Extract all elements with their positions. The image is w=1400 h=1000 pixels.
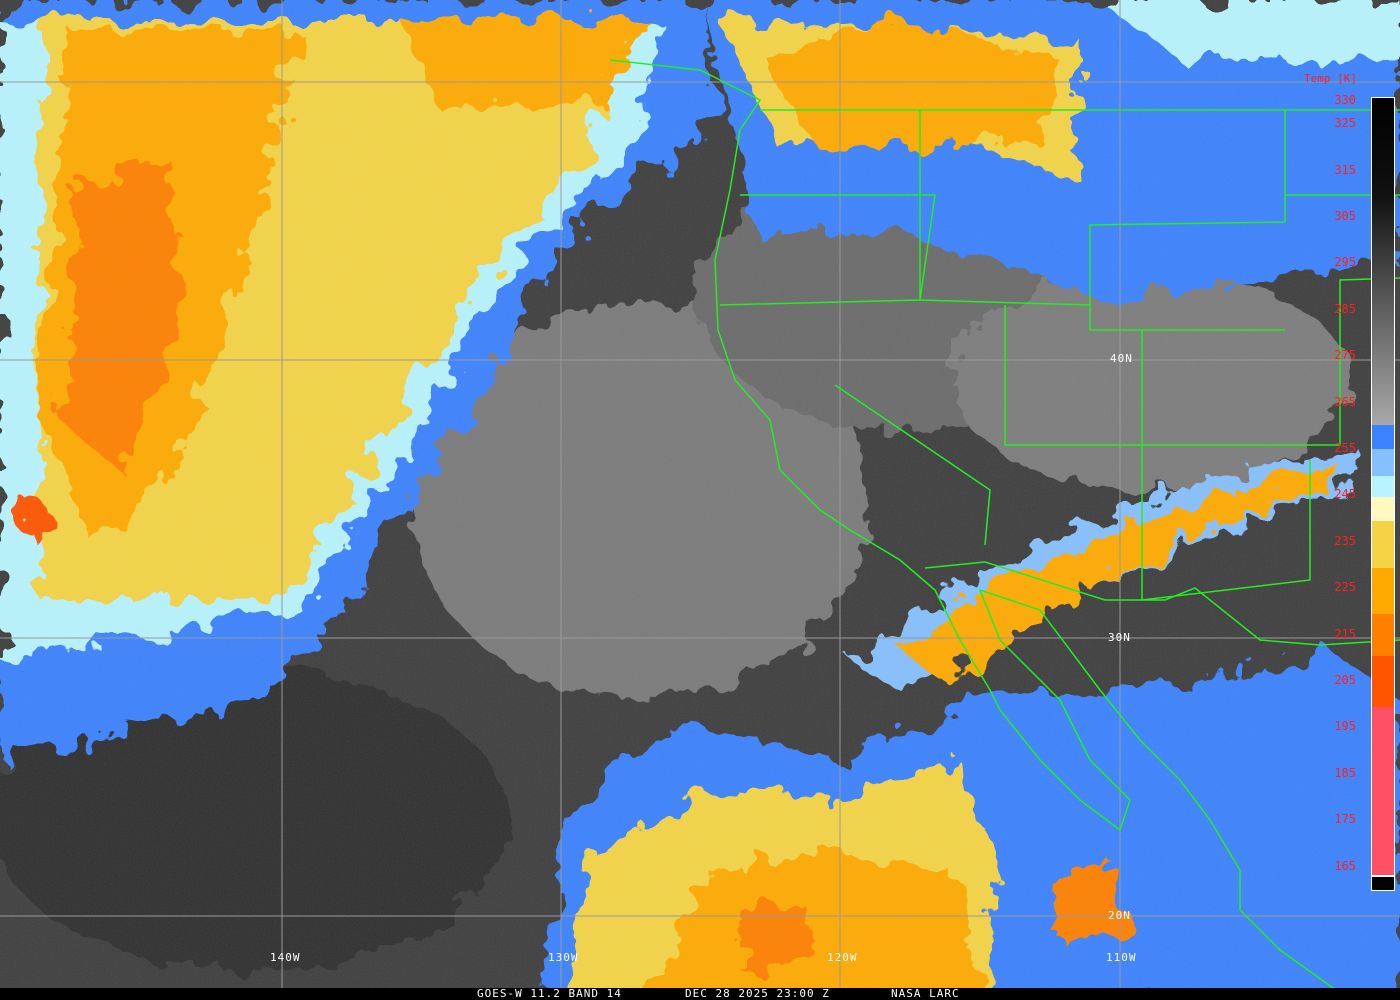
caption-datetime: DEC 28 2025 23:00 Z: [685, 987, 830, 1000]
colorbar-segment: [1372, 476, 1394, 497]
colorbar-tick-label: 175: [1334, 812, 1356, 827]
colorbar-tick-label: 330: [1334, 93, 1356, 107]
colorbar-segment-gray: [1372, 98, 1394, 425]
colorbar-segment: [1372, 497, 1394, 521]
political-borders: [609, 59, 1400, 1000]
caption-source: NASA LARC: [891, 987, 960, 1000]
image-caption: GOES-W 11.2 BAND 14 DEC 28 2025 23:00 Z …: [0, 988, 1400, 1000]
colorbar-tick-label: 295: [1334, 255, 1356, 270]
colorbar-title: Temp [K]: [1304, 72, 1357, 85]
lon-label-140w: 140W: [270, 951, 301, 964]
state-borders: [719, 110, 1400, 646]
colorbar-segment: [1372, 656, 1394, 707]
colorbar-segment: [1372, 521, 1394, 568]
coastline: [609, 59, 1351, 1000]
lat-label-20n: 20N: [1108, 909, 1131, 922]
colorbar-tick-label: 185: [1334, 765, 1356, 780]
colorbar-tick-label: 305: [1334, 209, 1356, 223]
caption-satellite: GOES-W 11.2 BAND 14: [477, 987, 622, 1000]
colorbar-tick-label: 255: [1334, 441, 1356, 455]
temperature-colorbar: [1371, 97, 1395, 891]
colorbar-tick-label: 325: [1334, 116, 1356, 131]
colorbar-tick-label: 275: [1334, 348, 1356, 363]
colorbar-tick-label: 205: [1334, 673, 1356, 687]
colorbar-segment: [1372, 707, 1394, 877]
lon-label-130w: 130W: [548, 951, 579, 964]
colorbar-tick-label: 215: [1334, 626, 1356, 641]
colorbar-tick-label: 195: [1334, 719, 1356, 734]
colorbar-segment: [1372, 614, 1394, 656]
colorbar-tick-label: 165: [1334, 858, 1356, 873]
colorbar-tick-label: 225: [1334, 580, 1356, 595]
colorbar-tick-label: 245: [1334, 487, 1356, 502]
lon-label-110w: 110W: [1106, 951, 1137, 964]
lat-label-40n: 40N: [1110, 352, 1133, 365]
lat-label-30n: 30N: [1108, 631, 1131, 644]
colorbar-segment: [1372, 425, 1394, 449]
colorbar-segment: [1372, 568, 1394, 614]
lon-label-120w: 120W: [827, 951, 858, 964]
colorbar-tick-label: 235: [1334, 533, 1356, 548]
colorbar-tick-label: 285: [1334, 301, 1356, 316]
colorbar-tick-label: 315: [1334, 162, 1356, 177]
colorbar-segment: [1372, 449, 1394, 476]
colorbar-tick-label: 265: [1334, 394, 1356, 409]
